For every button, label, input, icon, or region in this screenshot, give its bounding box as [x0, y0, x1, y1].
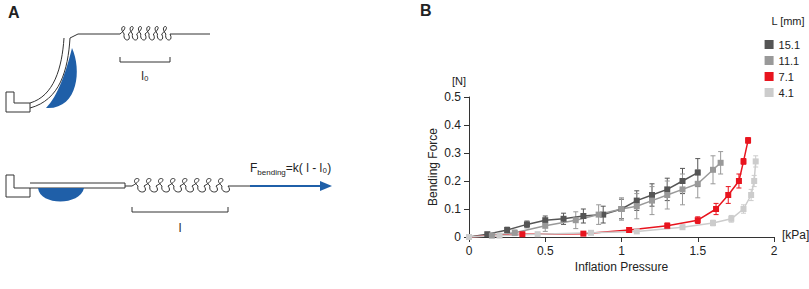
svg-text:l₀: l₀	[141, 69, 149, 83]
svg-text:7.1: 7.1	[779, 71, 794, 83]
svg-text:0.5: 0.5	[444, 90, 461, 104]
svg-text:B: B	[420, 2, 432, 19]
svg-text:Bending Force: Bending Force	[426, 128, 440, 206]
svg-text:2: 2	[771, 244, 778, 258]
svg-text:4.1: 4.1	[779, 87, 794, 99]
svg-text:0.5: 0.5	[537, 244, 554, 258]
svg-text:[kPa]: [kPa]	[782, 228, 809, 242]
svg-text:0: 0	[454, 230, 461, 244]
svg-text:0: 0	[466, 244, 473, 258]
svg-text:L [mm]: L [mm]	[771, 15, 804, 27]
svg-text:15.1: 15.1	[779, 39, 800, 51]
svg-text:Fbending=k( l - l₀): Fbending=k( l - l₀)	[250, 161, 331, 177]
svg-text:Inflation Pressure: Inflation Pressure	[575, 260, 669, 274]
svg-text:1: 1	[618, 244, 625, 258]
svg-text:0.1: 0.1	[444, 202, 461, 216]
svg-text:0.3: 0.3	[444, 146, 461, 160]
svg-text:0.4: 0.4	[444, 118, 461, 132]
svg-text:A: A	[8, 4, 20, 21]
svg-text:l: l	[179, 221, 182, 235]
svg-text:11.1: 11.1	[779, 55, 800, 67]
svg-text:0.2: 0.2	[444, 174, 461, 188]
svg-text:[N]: [N]	[452, 75, 466, 87]
svg-text:1.5: 1.5	[689, 244, 706, 258]
